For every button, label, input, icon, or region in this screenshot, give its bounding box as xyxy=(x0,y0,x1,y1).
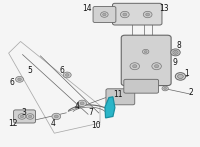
Circle shape xyxy=(130,63,140,70)
Circle shape xyxy=(171,49,180,56)
Text: 10: 10 xyxy=(91,121,101,130)
Text: 1: 1 xyxy=(184,69,189,78)
Circle shape xyxy=(26,114,34,119)
Text: 5: 5 xyxy=(27,66,32,75)
Circle shape xyxy=(101,12,108,17)
Circle shape xyxy=(143,11,152,18)
FancyBboxPatch shape xyxy=(93,6,116,22)
Text: 14: 14 xyxy=(82,4,92,13)
Circle shape xyxy=(146,13,150,16)
Text: 6: 6 xyxy=(9,78,14,87)
Circle shape xyxy=(144,51,147,53)
Circle shape xyxy=(120,11,129,18)
Circle shape xyxy=(154,65,159,68)
Circle shape xyxy=(80,102,84,105)
Circle shape xyxy=(18,114,26,119)
FancyBboxPatch shape xyxy=(121,35,171,86)
Circle shape xyxy=(152,63,161,70)
Text: 4: 4 xyxy=(75,102,80,111)
Circle shape xyxy=(52,113,61,120)
Circle shape xyxy=(103,13,106,16)
Circle shape xyxy=(63,72,71,78)
Text: 4: 4 xyxy=(51,119,56,128)
FancyBboxPatch shape xyxy=(106,89,135,105)
FancyBboxPatch shape xyxy=(124,79,159,93)
Circle shape xyxy=(174,52,177,53)
Circle shape xyxy=(20,115,24,118)
FancyBboxPatch shape xyxy=(113,3,162,25)
Circle shape xyxy=(18,78,21,81)
FancyBboxPatch shape xyxy=(14,110,35,123)
Text: 8: 8 xyxy=(176,41,181,50)
Circle shape xyxy=(133,65,137,68)
Circle shape xyxy=(65,74,69,76)
Text: 6: 6 xyxy=(60,66,65,75)
Circle shape xyxy=(54,115,58,118)
Text: 9: 9 xyxy=(172,58,177,67)
Circle shape xyxy=(162,86,168,91)
Text: 11: 11 xyxy=(113,90,123,99)
Circle shape xyxy=(16,76,24,82)
Circle shape xyxy=(123,13,127,16)
Text: 12: 12 xyxy=(8,119,17,128)
Circle shape xyxy=(78,100,86,107)
Circle shape xyxy=(143,49,149,54)
Text: 3: 3 xyxy=(21,108,26,117)
Text: 2: 2 xyxy=(189,88,194,97)
Circle shape xyxy=(175,73,186,80)
Circle shape xyxy=(173,50,178,54)
Polygon shape xyxy=(105,97,115,118)
Circle shape xyxy=(164,87,167,90)
Circle shape xyxy=(178,74,183,78)
Text: 7: 7 xyxy=(89,108,94,117)
Text: 13: 13 xyxy=(159,4,168,13)
Circle shape xyxy=(28,115,32,118)
